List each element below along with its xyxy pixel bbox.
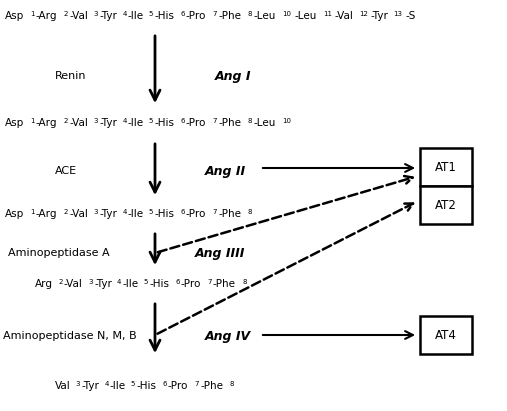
Text: 7: 7 — [212, 209, 217, 215]
Text: -Val: -Val — [64, 279, 83, 289]
Text: -Arg: -Arg — [35, 118, 57, 128]
Bar — [420, 148, 472, 186]
Text: 6: 6 — [180, 209, 185, 215]
Text: 1: 1 — [30, 209, 34, 215]
Text: 3: 3 — [93, 11, 98, 16]
Text: 5: 5 — [131, 381, 135, 387]
Text: 3: 3 — [93, 118, 98, 124]
Text: AT2: AT2 — [435, 199, 457, 212]
Text: -Ile: -Ile — [110, 381, 126, 391]
Text: -Pro: -Pro — [186, 11, 206, 21]
Text: -Val: -Val — [69, 209, 88, 219]
Text: 5: 5 — [149, 11, 153, 16]
Text: 4: 4 — [122, 118, 127, 124]
Text: 5: 5 — [149, 118, 153, 124]
Text: Ang IIII: Ang IIII — [195, 247, 245, 259]
Text: 3: 3 — [93, 209, 98, 215]
Text: Aminopeptidase A: Aminopeptidase A — [8, 248, 110, 258]
Text: 8: 8 — [230, 381, 234, 387]
Text: -His: -His — [154, 209, 174, 219]
Bar — [420, 186, 472, 224]
Text: 6: 6 — [162, 381, 167, 387]
Text: -Val: -Val — [69, 11, 88, 21]
Text: 5: 5 — [149, 209, 153, 215]
Text: -Phe: -Phe — [218, 118, 241, 128]
Text: -Ile: -Ile — [128, 11, 144, 21]
Text: Asp: Asp — [5, 11, 24, 21]
Text: Ang I: Ang I — [215, 69, 251, 83]
Text: -Ile: -Ile — [128, 209, 144, 219]
Text: -Pro: -Pro — [186, 118, 206, 128]
Text: -Phe: -Phe — [200, 381, 223, 391]
Text: Asp: Asp — [5, 118, 24, 128]
Text: -Phe: -Phe — [218, 11, 241, 21]
Text: 1: 1 — [30, 118, 34, 124]
Text: Arg: Arg — [35, 279, 53, 289]
Text: -Arg: -Arg — [35, 209, 57, 219]
Text: 3: 3 — [76, 381, 80, 387]
Text: 2: 2 — [63, 118, 68, 124]
Text: 13: 13 — [393, 11, 403, 16]
Text: 4: 4 — [117, 279, 122, 285]
Text: 12: 12 — [359, 11, 368, 16]
Text: Renin: Renin — [55, 71, 87, 81]
Text: Ang IV: Ang IV — [205, 330, 251, 342]
Text: 8: 8 — [248, 209, 252, 215]
Text: -S: -S — [405, 11, 415, 21]
Text: -Leu: -Leu — [254, 11, 276, 21]
Text: AT4: AT4 — [435, 328, 457, 342]
Text: 4: 4 — [122, 11, 127, 16]
Text: -Pro: -Pro — [181, 279, 201, 289]
Text: 4: 4 — [104, 381, 108, 387]
Text: 6: 6 — [180, 11, 185, 16]
Text: 7: 7 — [212, 118, 217, 124]
Text: -Arg: -Arg — [35, 11, 57, 21]
Text: 11: 11 — [323, 11, 332, 16]
Text: 3: 3 — [88, 279, 93, 285]
Text: -His: -His — [149, 279, 169, 289]
Bar — [420, 316, 472, 354]
Text: -Tyr: -Tyr — [99, 209, 117, 219]
Text: 6: 6 — [180, 118, 185, 124]
Text: 2: 2 — [58, 279, 62, 285]
Text: Aminopeptidase N, M, B: Aminopeptidase N, M, B — [3, 331, 136, 341]
Text: 7: 7 — [212, 11, 217, 16]
Text: 6: 6 — [175, 279, 179, 285]
Text: Ang II: Ang II — [205, 164, 246, 178]
Text: AT1: AT1 — [435, 161, 457, 173]
Text: 7: 7 — [207, 279, 211, 285]
Text: 10: 10 — [282, 118, 292, 124]
Text: 8: 8 — [248, 11, 252, 16]
Text: 2: 2 — [63, 11, 68, 16]
Text: ACE: ACE — [55, 166, 77, 176]
Text: 7: 7 — [194, 381, 199, 387]
Text: 2: 2 — [63, 209, 68, 215]
Text: -Pro: -Pro — [168, 381, 188, 391]
Text: -His: -His — [154, 11, 174, 21]
Text: -Phe: -Phe — [213, 279, 236, 289]
Text: -His: -His — [154, 118, 174, 128]
Text: Asp: Asp — [5, 209, 24, 219]
Text: -Tyr: -Tyr — [99, 11, 117, 21]
Text: -Phe: -Phe — [218, 209, 241, 219]
Text: -Tyr: -Tyr — [99, 118, 117, 128]
Text: -Ile: -Ile — [123, 279, 139, 289]
Text: -Val: -Val — [69, 118, 88, 128]
Text: 5: 5 — [143, 279, 148, 285]
Text: -Leu: -Leu — [254, 118, 276, 128]
Text: 1: 1 — [30, 11, 34, 16]
Text: 4: 4 — [122, 209, 127, 215]
Text: Val: Val — [55, 381, 71, 391]
Text: -Val: -Val — [335, 11, 353, 21]
Text: -Ile: -Ile — [128, 118, 144, 128]
Text: -Tyr: -Tyr — [370, 11, 388, 21]
Text: 8: 8 — [248, 118, 252, 124]
Text: -Pro: -Pro — [186, 209, 206, 219]
Text: -Leu: -Leu — [294, 11, 316, 21]
Text: -His: -His — [136, 381, 156, 391]
Text: -Tyr: -Tyr — [81, 381, 99, 391]
Text: 8: 8 — [242, 279, 247, 285]
Text: 10: 10 — [282, 11, 292, 16]
Text: -Tyr: -Tyr — [94, 279, 112, 289]
